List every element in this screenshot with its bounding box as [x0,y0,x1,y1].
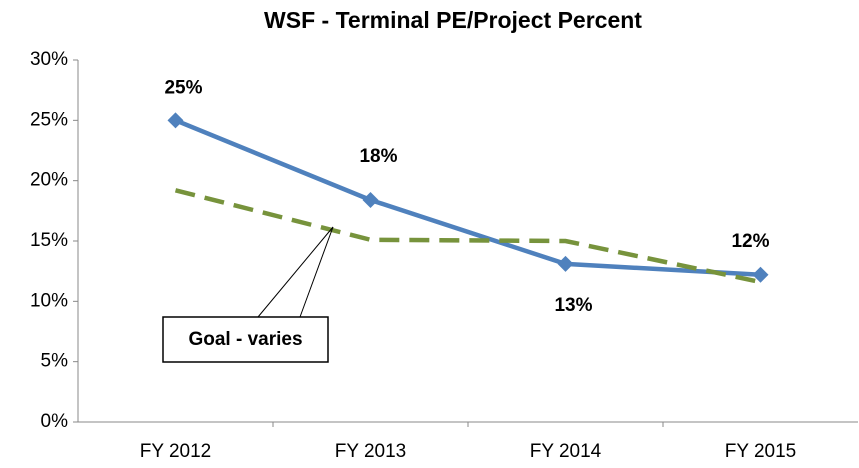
chart-title: WSF - Terminal PE/Project Percent [264,7,642,33]
data-label: 25% [164,77,202,98]
data-label: 12% [731,231,769,252]
x-tick-label: FY 2015 [725,441,796,462]
marker [167,112,184,129]
y-tick-label: 10% [30,290,68,311]
y-tick-label: 30% [30,49,68,70]
x-tick-label: FY 2013 [335,441,406,462]
marker [557,255,574,272]
callout-line [257,226,334,318]
data-label: 18% [359,146,397,167]
x-tick-label: FY 2012 [140,441,211,462]
y-tick-label: 25% [30,109,68,130]
annotation-text: Goal - varies [188,329,302,350]
y-tick-label: 15% [30,230,68,251]
callout-line [299,226,334,318]
annotation: Goal - varies [162,226,334,363]
marker [752,266,769,283]
data-label: 13% [554,295,592,316]
x-tick-label: FY 2014 [530,441,602,462]
series-line [174,118,761,278]
callout-box [162,316,329,363]
y-tick-label: 5% [41,351,69,372]
marker [362,191,379,208]
series-line [174,188,761,285]
y-tick-label: 0% [41,411,69,432]
y-tick-label: 20% [30,170,68,191]
